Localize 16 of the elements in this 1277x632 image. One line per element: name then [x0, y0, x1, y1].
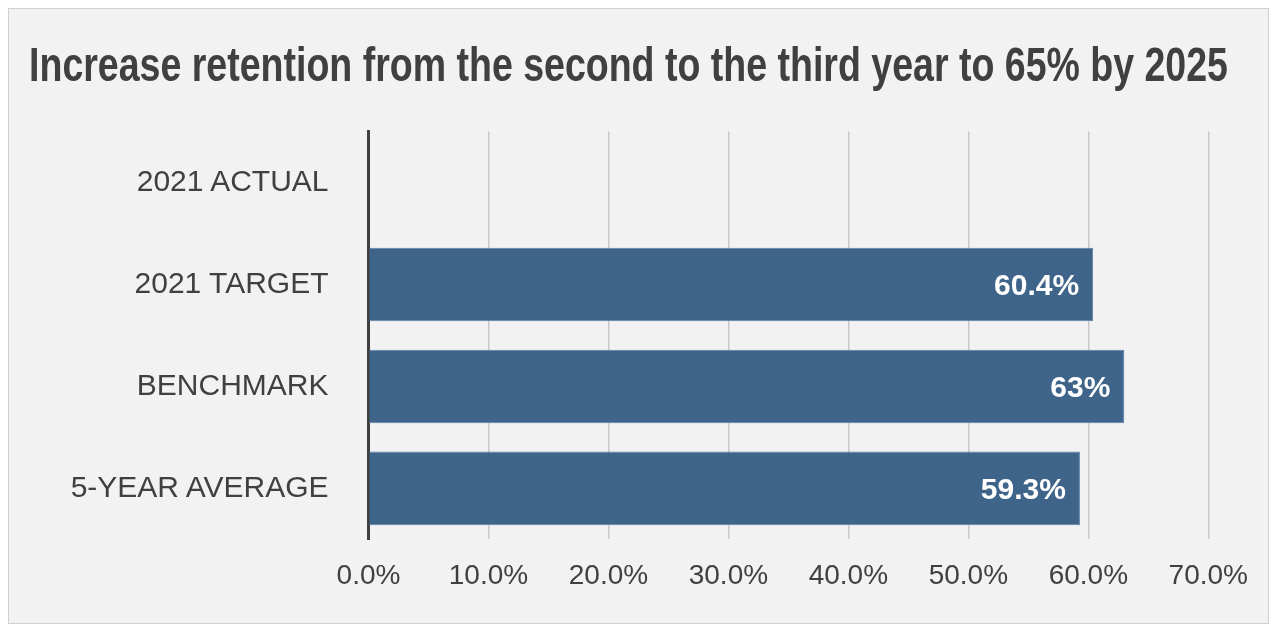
y-tick-label: 2021 ACTUAL: [136, 163, 329, 197]
y-tick-label: 2021 TARGET: [134, 265, 329, 299]
x-tick-label: 30.0%: [688, 558, 769, 590]
x-tick-label: 0.0%: [336, 558, 401, 590]
x-tick-label: 60.0%: [1048, 558, 1129, 590]
x-tick-label: 10.0%: [448, 558, 529, 590]
x-tick-label: 20.0%: [568, 558, 649, 590]
chart-title: Increase retention from the second to the third year to 65% by 2025: [29, 37, 1228, 92]
x-tick-label: 50.0%: [928, 558, 1009, 590]
data-label: 59.3%: [980, 471, 1066, 505]
data-label: 60.4%: [994, 267, 1080, 301]
y-tick-label: 5-YEAR AVERAGE: [70, 469, 329, 503]
y-tick-label: BENCHMARK: [136, 367, 329, 401]
x-tick-label: 40.0%: [808, 558, 889, 590]
x-tick-label: 70.0%: [1168, 558, 1249, 590]
data-label: 63%: [1050, 369, 1111, 403]
